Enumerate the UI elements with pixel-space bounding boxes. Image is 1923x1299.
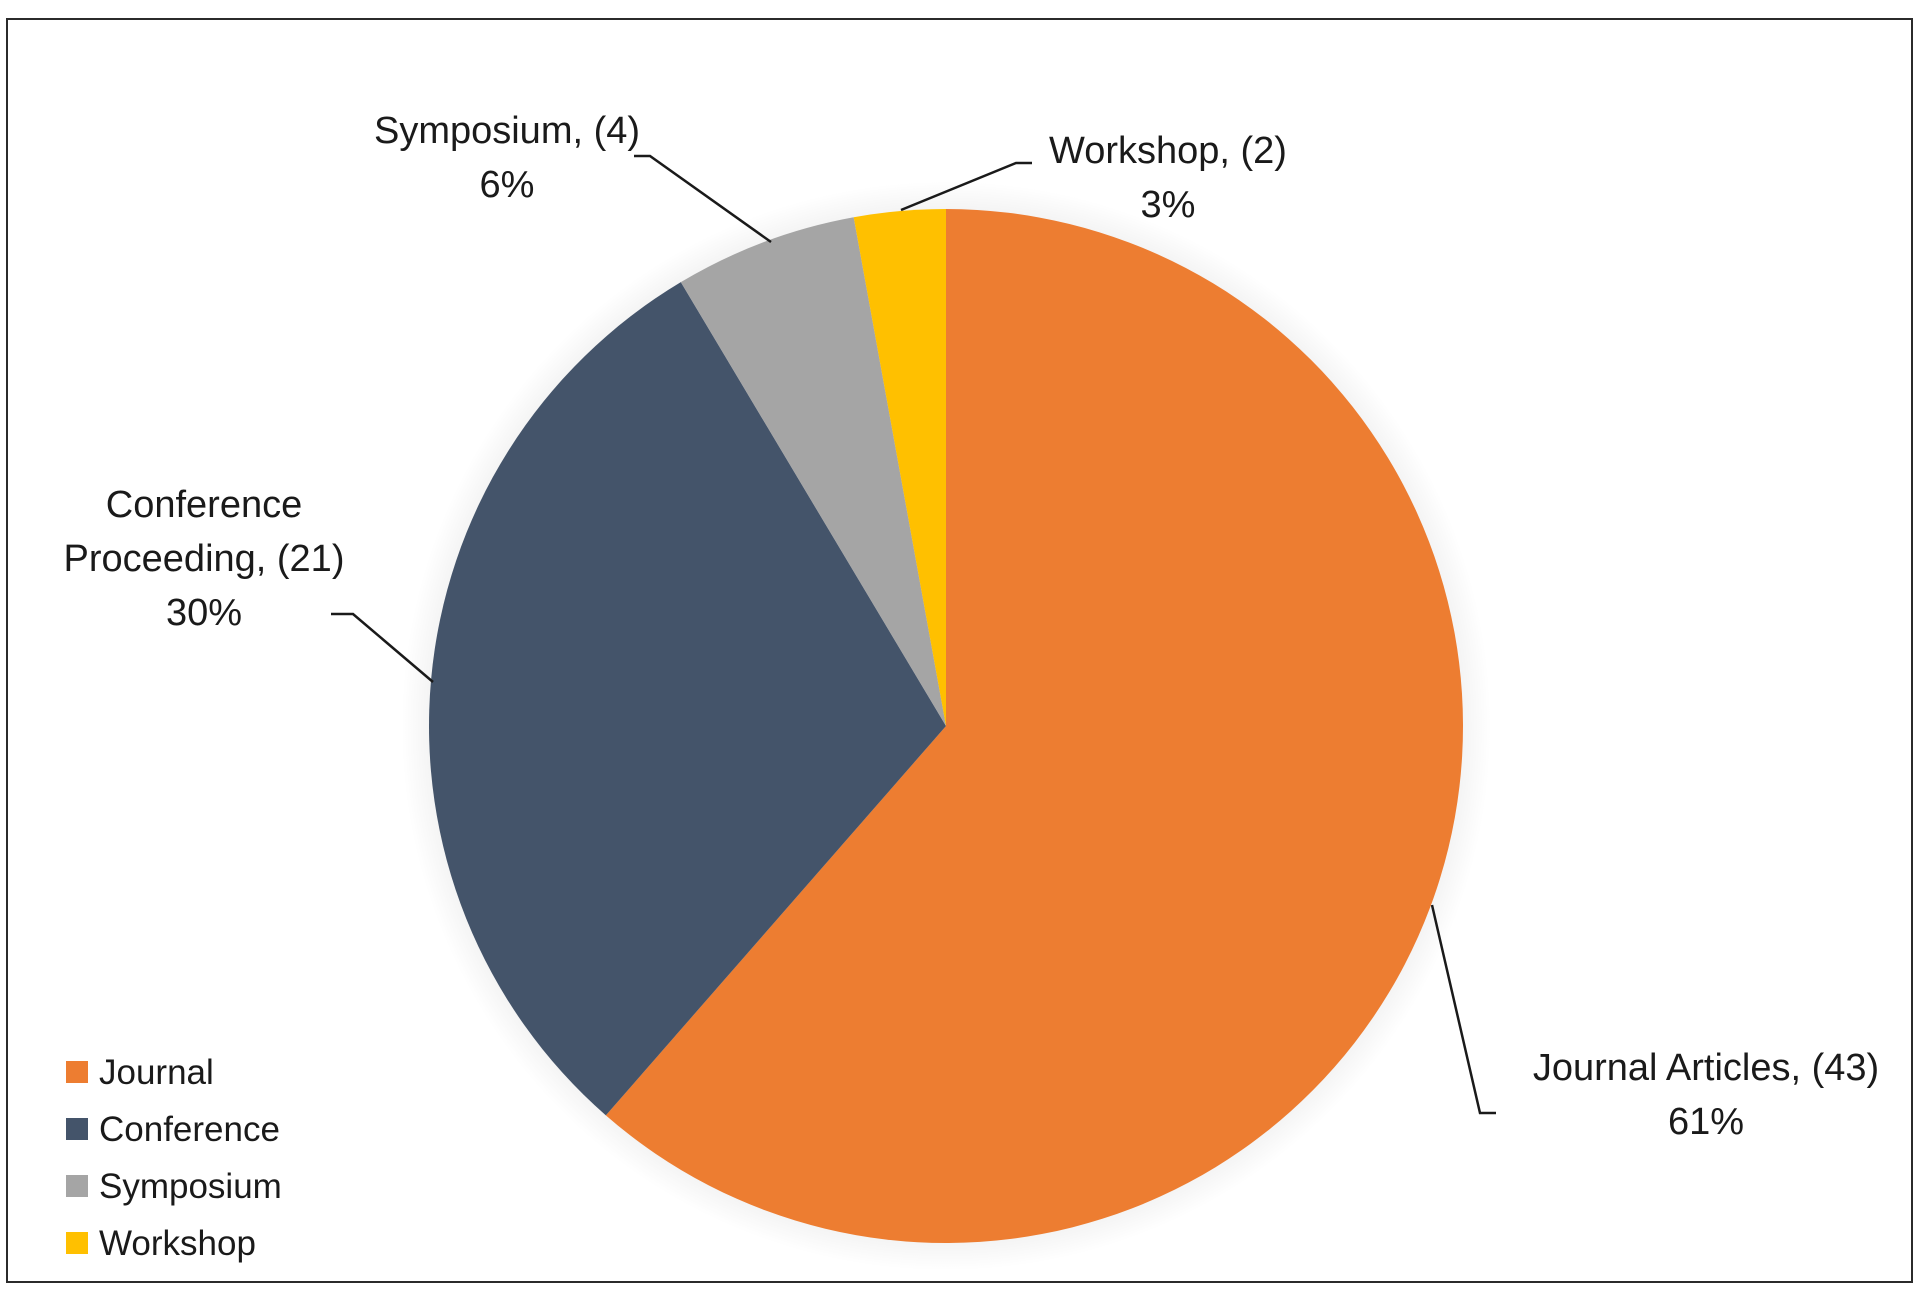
pie-slice-symposium (680, 217, 946, 726)
leader-line-journal (1430, 904, 1496, 1115)
data-label-workshop: Workshop, (2) (1049, 130, 1287, 172)
legend-swatch-conference (66, 1118, 88, 1140)
legend-label-journal: Journal (99, 1053, 214, 1092)
leader-line-conference (331, 612, 434, 683)
slice-labels: Journal Articles, (43) 61% Conference Proce… (64, 110, 1880, 1143)
pie-chart: Journal Articles, (43) 61% Conference Proce… (64, 110, 1880, 1271)
data-label-conference-percent: 30% (166, 592, 242, 634)
chart-frame: Journal Articles, (43) 61% Conference Proce… (6, 18, 1913, 1283)
legend-swatch-journal (66, 1061, 88, 1083)
leader-lines (331, 154, 1496, 1115)
legend-item-symposium: Symposium (66, 1167, 282, 1206)
legend: Journal Conference Symposium Workshop (66, 1053, 282, 1263)
leader-line-symposium (634, 154, 772, 244)
legend-swatch-symposium (66, 1175, 88, 1197)
legend-item-journal: Journal (66, 1053, 214, 1092)
legend-swatch-workshop (66, 1232, 88, 1254)
data-label-conference-line-1: Conference (106, 484, 302, 526)
data-label-workshop-percent: 3% (1141, 184, 1196, 226)
pie-slice-conference (428, 282, 946, 1116)
legend-label-workshop: Workshop (99, 1224, 256, 1263)
legend-label-symposium: Symposium (99, 1167, 282, 1206)
data-label-symposium-percent: 6% (480, 164, 535, 206)
leader-line-workshop (900, 161, 1032, 212)
pie-slice-workshop (853, 209, 946, 726)
data-label-journal: Journal Articles, (43) (1533, 1047, 1879, 1089)
data-label-conference-line-2: Proceeding, (21) (64, 538, 345, 580)
legend-label-conference: Conference (99, 1110, 280, 1149)
data-label-symposium: Symposium, (4) (374, 110, 640, 152)
legend-item-conference: Conference (66, 1110, 280, 1149)
pie-slices (428, 209, 1464, 1243)
pie-slice-journal (605, 209, 1464, 1243)
legend-item-workshop: Workshop (66, 1224, 256, 1263)
data-label-journal-percent: 61% (1668, 1101, 1744, 1143)
